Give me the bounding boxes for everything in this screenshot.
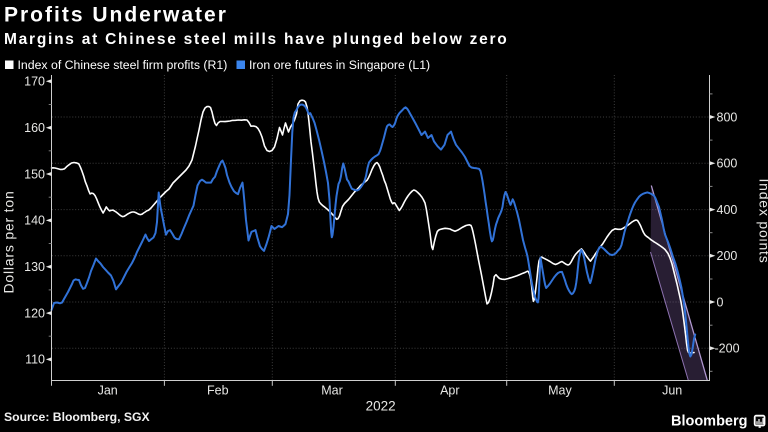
svg-text:120: 120	[24, 306, 45, 320]
svg-text:160: 160	[24, 121, 45, 135]
svg-text:Jun: Jun	[662, 383, 682, 397]
svg-text:140: 140	[24, 214, 45, 228]
svg-text:600: 600	[717, 157, 738, 171]
svg-text:2022: 2022	[366, 399, 396, 414]
svg-text:Profits Underwater: Profits Underwater	[4, 4, 228, 27]
svg-text:Apr: Apr	[440, 383, 459, 397]
svg-text:Mar: Mar	[321, 383, 343, 397]
svg-text:200: 200	[717, 249, 738, 263]
svg-text:Margins at Chinese steel mills: Margins at Chinese steel mills have plun…	[4, 31, 509, 48]
svg-text:Index of Chinese steel firm pr: Index of Chinese steel firm profits (R1)	[18, 58, 228, 72]
svg-text:May: May	[548, 383, 572, 397]
svg-text:Iron ore futures in Singapore: Iron ore futures in Singapore (L1)	[249, 58, 430, 72]
svg-text:170: 170	[24, 75, 45, 89]
svg-text:110: 110	[25, 353, 45, 367]
svg-text:Jan: Jan	[98, 383, 118, 397]
svg-text:130: 130	[24, 260, 45, 274]
svg-text:800: 800	[717, 110, 738, 124]
svg-text:Index points: Index points	[757, 178, 768, 263]
svg-text:Bloomberg: Bloomberg	[671, 414, 748, 430]
svg-text:Feb: Feb	[207, 383, 229, 397]
svg-text:150: 150	[24, 167, 45, 181]
svg-text:400: 400	[717, 203, 738, 217]
svg-text:-200: -200	[715, 342, 740, 356]
svg-text:Dollars per ton: Dollars per ton	[1, 190, 17, 293]
svg-text:0: 0	[717, 295, 724, 309]
svg-text:Source: Bloomberg, SGX: Source: Bloomberg, SGX	[4, 410, 150, 424]
